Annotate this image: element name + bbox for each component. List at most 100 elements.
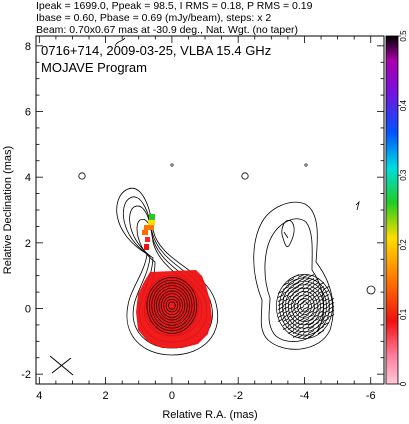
y-tick-label: 6 bbox=[25, 107, 31, 119]
evpa-stick bbox=[307, 306, 315, 310]
evpa-stick bbox=[297, 306, 305, 310]
evpa-stick bbox=[307, 330, 315, 334]
beam-marker bbox=[51, 357, 72, 374]
evpa-stick bbox=[317, 290, 325, 294]
evpa-stick bbox=[322, 286, 330, 290]
x-tick-label: 0 bbox=[169, 390, 175, 402]
evpa-stick bbox=[297, 318, 305, 322]
colorbar-tick-label: 0 bbox=[399, 381, 408, 386]
evpa-stick bbox=[287, 314, 295, 318]
evpa-stick bbox=[307, 274, 315, 278]
evpa-stick bbox=[302, 274, 310, 278]
evpa-stick bbox=[292, 298, 300, 302]
evpa-stick bbox=[302, 294, 310, 298]
evpa-stick bbox=[312, 278, 320, 282]
evpa-stick bbox=[327, 314, 335, 318]
evpa-stick bbox=[282, 286, 290, 290]
evpa-stick bbox=[292, 306, 300, 310]
contour-line bbox=[158, 290, 186, 321]
evpa-stick bbox=[297, 322, 305, 326]
contour-line bbox=[168, 301, 176, 310]
header-line-1: Ipeak = 1699.0, Ppeak = 98.5, I RMS = 0.… bbox=[36, 0, 313, 12]
evpa-stick bbox=[327, 306, 335, 310]
evpa-stick bbox=[322, 310, 330, 314]
evpa-stick bbox=[302, 318, 310, 322]
evpa-stick bbox=[302, 282, 310, 286]
evpa-sticks bbox=[277, 231, 335, 338]
evpa-stick bbox=[322, 298, 330, 302]
plot-title-line-1: 0716+714, 2009-03-25, VLBA 15.4 GHz bbox=[41, 43, 271, 58]
evpa-stick bbox=[317, 330, 325, 334]
stray-contour bbox=[114, 37, 126, 47]
evpa-stick bbox=[297, 326, 305, 330]
evpa-stick bbox=[302, 334, 310, 338]
evpa-stick bbox=[287, 298, 295, 302]
evpa-stick bbox=[317, 302, 325, 306]
contour-line bbox=[264, 218, 325, 342]
evpa-stick bbox=[302, 278, 310, 282]
evpa-stick bbox=[287, 286, 295, 290]
evpa-stick bbox=[297, 302, 305, 306]
y-axis-label: Relative Declination (mas) bbox=[2, 146, 14, 274]
evpa-stick bbox=[317, 326, 325, 330]
polarization-patches bbox=[136, 214, 212, 348]
evpa-stick bbox=[287, 302, 295, 306]
contour-line bbox=[281, 220, 295, 247]
axis-ticks: 4 2 0 -2 -4 -6 -2 0 2 4 6 8 bbox=[21, 36, 384, 402]
evpa-stick bbox=[312, 282, 320, 286]
evpa-stick bbox=[292, 314, 300, 318]
evpa-stick bbox=[312, 286, 320, 290]
evpa-stick bbox=[297, 334, 305, 338]
x-tick-label: -6 bbox=[366, 390, 376, 402]
contour-line bbox=[291, 291, 318, 322]
contour-line bbox=[276, 274, 333, 339]
evpa-stick bbox=[312, 298, 320, 302]
stray-contour bbox=[170, 163, 174, 167]
evpa-stick bbox=[292, 310, 300, 314]
contour-line bbox=[253, 201, 334, 350]
x-tick-label: 2 bbox=[103, 390, 109, 402]
evpa-stick bbox=[317, 294, 325, 298]
evpa-stick bbox=[287, 278, 295, 282]
contour-line bbox=[148, 279, 195, 332]
evpa-stick bbox=[322, 314, 330, 318]
contour-line bbox=[153, 285, 191, 326]
evpa-stick bbox=[302, 286, 310, 290]
evpa-stick bbox=[282, 326, 290, 330]
evpa-stick bbox=[277, 298, 285, 302]
evpa-stick bbox=[327, 310, 335, 314]
contour-line bbox=[294, 294, 315, 319]
evpa-stick bbox=[287, 310, 295, 314]
stray-contour bbox=[304, 163, 308, 167]
x-tick-label: 4 bbox=[36, 390, 42, 402]
evpa-stick bbox=[317, 310, 325, 314]
evpa-stick bbox=[307, 302, 315, 306]
evpa-stick bbox=[302, 290, 310, 294]
header-line-2: Ibase = 0.60, Pbase = 0.69 (mJy/beam), s… bbox=[36, 12, 271, 24]
evpa-stick bbox=[292, 334, 300, 338]
evpa-stick bbox=[322, 306, 330, 310]
evpa-stick bbox=[317, 314, 325, 318]
right-contours bbox=[253, 201, 334, 350]
evpa-stick bbox=[292, 318, 300, 322]
evpa-stick bbox=[327, 298, 335, 302]
evpa-stick bbox=[287, 326, 295, 330]
evpa-stick bbox=[312, 314, 320, 318]
evpa-stick bbox=[282, 290, 290, 294]
evpa-stick bbox=[292, 278, 300, 282]
evpa-stick bbox=[282, 322, 290, 326]
contour-line bbox=[160, 293, 183, 318]
evpa-stick bbox=[282, 282, 290, 286]
y-tick-label: 0 bbox=[25, 303, 31, 315]
contour-line bbox=[156, 287, 188, 324]
evpa-stick bbox=[302, 314, 310, 318]
colorbar bbox=[385, 35, 399, 385]
evpa-stick bbox=[277, 302, 285, 306]
evpa-stick bbox=[322, 290, 330, 294]
stray-contour bbox=[241, 172, 249, 180]
x-tick-label: -4 bbox=[300, 390, 310, 402]
y-tick-label: 2 bbox=[25, 238, 31, 250]
evpa-stick bbox=[307, 322, 315, 326]
polarization-patch bbox=[149, 214, 155, 220]
evpa-stick bbox=[287, 306, 295, 310]
